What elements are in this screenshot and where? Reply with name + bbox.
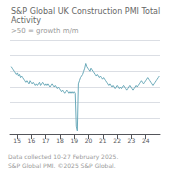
svg-text:22: 22 [113,137,121,144]
svg-text:17: 17 [42,137,50,144]
svg-text:16: 16 [28,137,36,144]
svg-text:Data collected 10-27 February: Data collected 10-27 February 2025. [8,153,118,161]
svg-text:15: 15 [13,137,21,144]
svg-text:24: 24 [142,137,150,144]
svg-text:19: 19 [70,137,78,144]
svg-text:21: 21 [99,137,107,144]
svg-text:Activity: Activity [11,16,41,25]
svg-text:S&P Global PMI. ©2025 S&P Glob: S&P Global PMI. ©2025 S&P Global. [8,162,116,169]
svg-text:S&P Global UK Construction PMI: S&P Global UK Construction PMI Total [11,7,163,16]
svg-text:23: 23 [128,137,136,144]
svg-text:>50 = growth m/m: >50 = growth m/m [11,27,79,35]
svg-text:20: 20 [85,137,93,144]
svg-text:18: 18 [56,137,64,144]
